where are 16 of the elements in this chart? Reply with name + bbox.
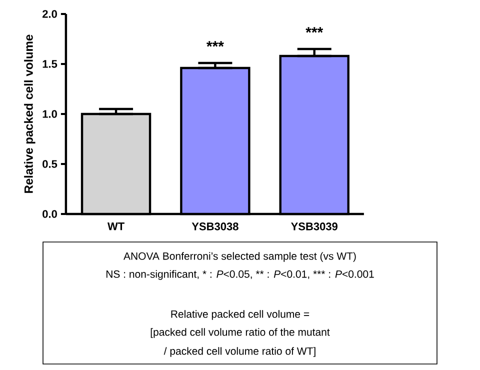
annotation: ***: [206, 41, 224, 47]
text: ANOVA Bonferroni’s selected sample test (vs WT): [124, 252, 356, 262]
text: / packed cell volume ratio of WT]: [164, 347, 316, 357]
x-tick-label: YSB3039: [291, 222, 338, 230]
y-tick-label: 2.0: [42, 10, 57, 18]
x-tick-label: WT: [107, 222, 124, 230]
y-tick-label: 1.0: [42, 110, 57, 118]
y-tick-label: 0.0: [42, 210, 57, 218]
y-axis-title: Relative packed cell volume: [24, 34, 36, 193]
text: [packed cell volume ratio of the mutant: [150, 328, 330, 338]
text: NS : non-significant, * : P<0.05, ** : P<0.01, *** : P<0.001: [106, 270, 374, 280]
y-tick-label: 0.5: [42, 160, 58, 168]
x-tick-label: YSB3038: [192, 222, 238, 230]
annotation: ***: [306, 27, 324, 33]
text: Relative packed cell volume =: [171, 310, 310, 320]
y-tick-label: 1.5: [42, 60, 58, 68]
